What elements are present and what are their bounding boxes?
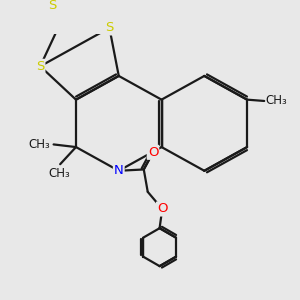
Text: CH₃: CH₃ [48,167,70,180]
Text: N: N [114,164,124,177]
Text: O: O [157,202,167,215]
Text: CH₃: CH₃ [266,94,287,107]
Text: S: S [48,0,56,12]
Text: S: S [36,60,44,73]
Text: CH₃: CH₃ [28,138,50,151]
Text: O: O [148,146,158,159]
Text: S: S [105,21,114,34]
